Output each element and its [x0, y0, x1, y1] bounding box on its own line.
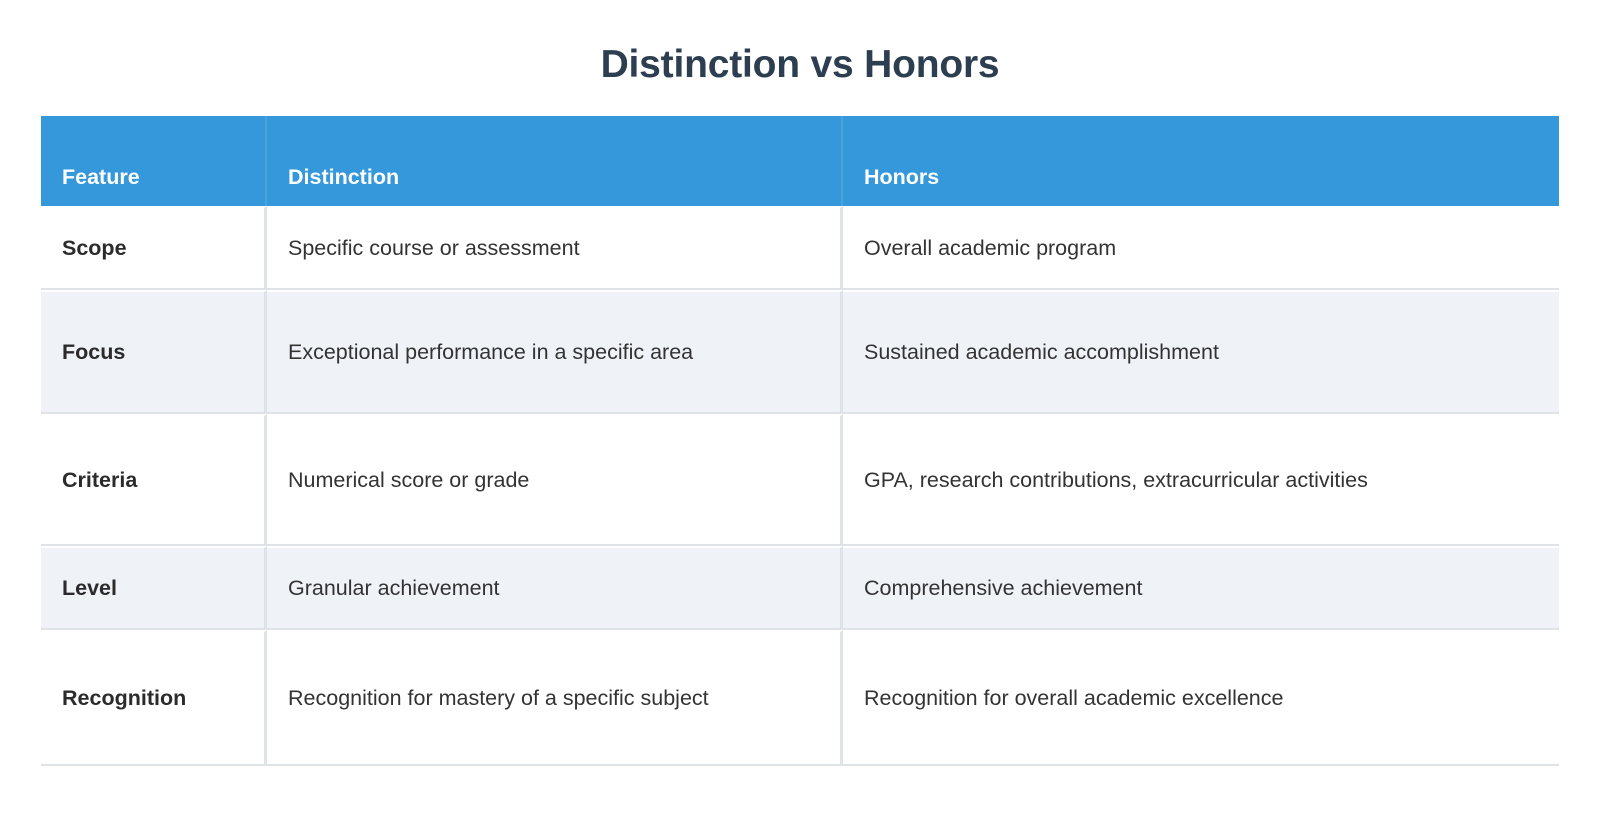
table-row: Level Granular achievement Comprehensive… — [41, 546, 1559, 630]
cell-honors-text: Sustained academic accomplishment — [864, 339, 1219, 364]
cell-distinction-text: Granular achievement — [288, 575, 500, 600]
cell-distinction-text: Recognition for mastery of a specific su… — [288, 685, 709, 710]
cell-honors-text: Comprehensive achievement — [864, 575, 1143, 600]
cell-distinction-text: Numerical score or grade — [288, 467, 530, 492]
cell-honors-text: GPA, research contributions, extracurric… — [864, 467, 1368, 492]
cell-feature: Criteria — [41, 414, 267, 546]
cell-distinction: Specific course or assessment — [267, 206, 843, 290]
table-row: Scope Specific course or assessment Over… — [41, 206, 1559, 290]
comparison-table: Feature Distinction Honors Scope Specifi… — [41, 116, 1559, 766]
table-row: Criteria Numerical score or grade GPA, r… — [41, 414, 1559, 546]
cell-honors-text: Recognition for overall academic excelle… — [864, 685, 1284, 710]
cell-distinction: Exceptional performance in a specific ar… — [267, 290, 843, 414]
header-row: Feature Distinction Honors — [41, 116, 1559, 206]
cell-feature: Level — [41, 546, 267, 630]
comparison-table-container: Feature Distinction Honors Scope Specifi… — [41, 116, 1559, 766]
cell-honors: Comprehensive achievement — [843, 546, 1559, 630]
cell-distinction: Numerical score or grade — [267, 414, 843, 546]
cell-distinction: Recognition for mastery of a specific su… — [267, 630, 843, 766]
column-header-honors: Honors — [843, 116, 1559, 206]
column-header-distinction: Distinction — [267, 116, 843, 206]
cell-honors: Overall academic program — [843, 206, 1559, 290]
cell-distinction-text: Specific course or assessment — [288, 235, 580, 260]
cell-honors: GPA, research contributions, extracurric… — [843, 414, 1559, 546]
cell-feature: Recognition — [41, 630, 267, 766]
page-title: Distinction vs Honors — [600, 43, 1000, 86]
cell-honors: Recognition for overall academic excelle… — [843, 630, 1559, 766]
table-row: Recognition Recognition for mastery of a… — [41, 630, 1559, 766]
cell-feature: Focus — [41, 290, 267, 414]
table-row: Focus Exceptional performance in a speci… — [41, 290, 1559, 414]
cell-honors-text: Overall academic program — [864, 235, 1117, 260]
cell-honors: Sustained academic accomplishment — [843, 290, 1559, 414]
column-header-feature: Feature — [41, 116, 267, 206]
cell-feature: Scope — [41, 206, 267, 290]
cell-distinction-text: Exceptional performance in a specific ar… — [288, 339, 694, 364]
cell-distinction: Granular achievement — [267, 546, 843, 630]
table-body: Scope Specific course or assessment Over… — [41, 206, 1559, 766]
table-header: Feature Distinction Honors — [41, 116, 1559, 206]
